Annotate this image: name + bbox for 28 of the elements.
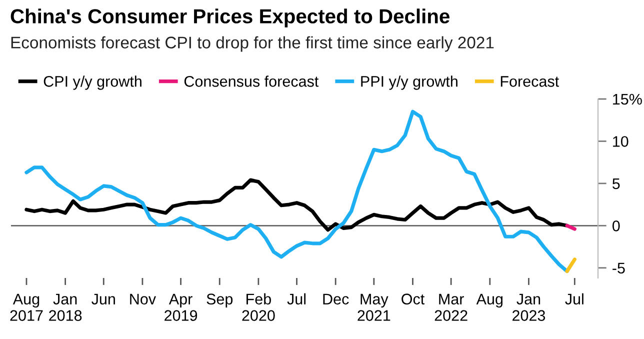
x-tick-label: Nov xyxy=(130,294,156,304)
x-tick-label: Aug xyxy=(476,294,502,308)
x-tick-label: Dec xyxy=(323,294,349,304)
y-tick-label: 10 xyxy=(613,136,628,147)
legend-label: Forecast xyxy=(500,76,559,87)
legend-label: CPI y/y growth xyxy=(44,76,142,90)
x-tick-label: Apr 2019 xyxy=(164,294,198,321)
x-tick-label: May 2021 xyxy=(358,294,390,321)
x-tick-label: Feb 2020 xyxy=(242,293,275,321)
x-tick-label: Aug 2017 xyxy=(10,294,43,321)
y-tick-label: 5 xyxy=(612,178,620,190)
y-tick-label: -5 xyxy=(612,262,625,274)
x-tick-label: Jun xyxy=(92,294,115,304)
line-series xyxy=(24,178,569,232)
legend-label: Consensus forecast xyxy=(184,76,319,87)
x-tick-label: Jan 2023 xyxy=(512,294,546,321)
y-tick-label: 0 xyxy=(612,220,620,232)
chart-subtitle: Economists forecast CPI to drop for the first time since early 2021 xyxy=(11,36,494,52)
x-tick-label: Jul xyxy=(287,293,306,304)
x-tick-label: Mar 2022 xyxy=(434,294,468,321)
x-tick-label: Oct xyxy=(402,294,425,304)
x-tick-label: Jan 2018 xyxy=(49,294,82,321)
x-tick-label: Sep xyxy=(206,294,233,308)
line-series xyxy=(24,110,569,274)
chart-title: China's Consumer Prices Expected to Decline xyxy=(10,8,450,28)
legend-label: PPI y/y growth xyxy=(361,76,458,90)
x-tick-label: Jul xyxy=(565,293,584,304)
y-tick-label: 15% xyxy=(613,94,642,105)
